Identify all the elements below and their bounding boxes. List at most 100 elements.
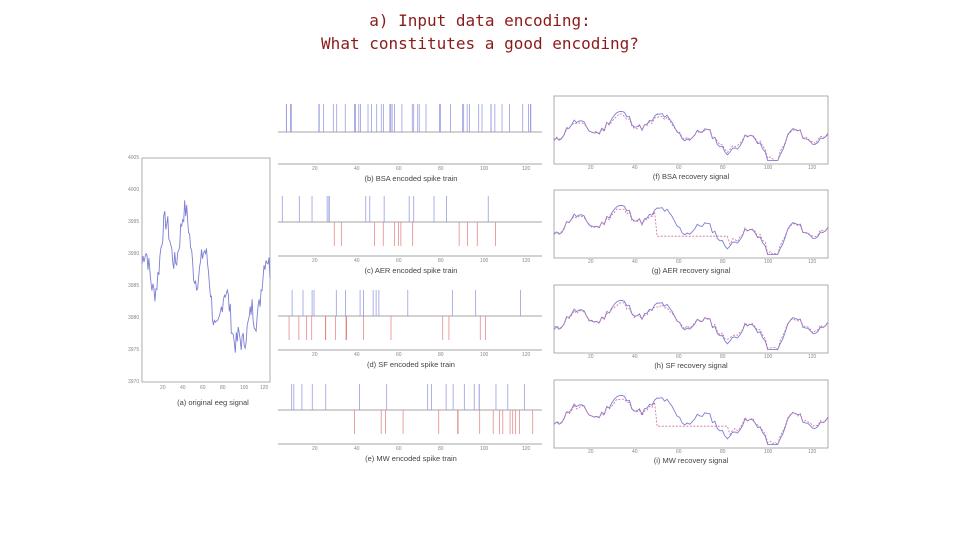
eeg-caption: (a) original eeg signal — [177, 398, 249, 407]
eeg-x-tick: 120 — [260, 385, 269, 391]
eeg-y-tick: 4005 — [128, 155, 140, 161]
spike-train-plot — [278, 196, 542, 257]
recovery-panel: 20 40 60 80 100 120 (i) MW recovery signal — [552, 378, 830, 468]
recovered-signal-line — [553, 208, 829, 255]
eeg-signal-line — [141, 200, 271, 353]
eeg-x-tick: 20 — [160, 385, 166, 391]
eeg-y-tick: 4000 — [128, 187, 140, 193]
spike-x-tick: 20 — [312, 352, 318, 358]
spike-x-tick: 20 — [312, 446, 318, 452]
eeg-y-tick: 3985 — [128, 283, 140, 289]
recovery-x-tick: 60 — [676, 449, 682, 455]
spike-x-tick: 120 — [522, 166, 531, 172]
recovery-x-tick: 120 — [808, 354, 817, 360]
recovery-x-tick: 20 — [588, 165, 594, 171]
recovery-caption: (f) BSA recovery signal — [652, 172, 730, 181]
spike-x-tick: 80 — [438, 258, 444, 264]
spike-train-plot — [278, 384, 542, 445]
recovery-x-tick: 80 — [720, 354, 726, 360]
slide-title-line2: What constitutes a good encoding? — [321, 34, 639, 53]
eeg-y-tick: 3990 — [128, 251, 140, 257]
recovery-x-tick: 40 — [632, 354, 638, 360]
spike-train-panel: 20 40 60 80 100 120 (d) SF encoded spike train — [276, 286, 546, 374]
recovery-x-tick: 20 — [588, 449, 594, 455]
recovery-x-tick: 60 — [676, 354, 682, 360]
spike-x-tick: 40 — [354, 166, 360, 172]
eeg-x-tick: 40 — [180, 385, 186, 391]
recovery-x-tick: 20 — [588, 259, 594, 265]
spike-train-caption: (d) SF encoded spike train — [367, 360, 455, 369]
recovery-frame — [553, 284, 829, 354]
spike-x-tick: 60 — [396, 352, 402, 358]
recovery-x-tick: 100 — [764, 259, 773, 265]
eeg-y-tick: 3970 — [128, 379, 140, 385]
spike-train-panel: 20 40 60 80 100 120 (b) BSA encoded spike trai… — [276, 100, 546, 188]
spike-x-tick: 60 — [396, 258, 402, 264]
recovery-x-tick: 60 — [676, 165, 682, 171]
recovery-plot — [553, 189, 829, 259]
recovery-x-tick: 100 — [764, 449, 773, 455]
recovery-x-tick: 120 — [808, 449, 817, 455]
recovery-x-tick: 80 — [720, 165, 726, 171]
recovery-plot — [553, 95, 829, 165]
spike-train-panel: 20 40 60 80 100 120 (e) MW encoded spike train — [276, 380, 546, 468]
spike-x-tick: 60 — [396, 166, 402, 172]
spike-train-plot — [278, 104, 542, 165]
spike-x-tick: 120 — [522, 352, 531, 358]
recovery-caption: (i) MW recovery signal — [653, 456, 729, 465]
recovery-x-tick: 80 — [720, 449, 726, 455]
spike-x-tick: 40 — [354, 446, 360, 452]
recovery-plot — [553, 284, 829, 354]
spike-x-tick: 120 — [522, 446, 531, 452]
recovery-x-tick: 20 — [588, 354, 594, 360]
spike-x-tick: 100 — [480, 166, 489, 172]
spike-train-caption: (b) BSA encoded spike train — [364, 174, 458, 183]
spike-train-panel: 20 40 60 80 100 120 (c) AER encoded spike trai… — [276, 192, 546, 280]
recovered-signal-line — [553, 113, 829, 162]
recovery-x-tick: 120 — [808, 165, 817, 171]
recovery-caption: (h) SF recovery signal — [654, 361, 728, 370]
spike-x-tick: 40 — [354, 258, 360, 264]
recovery-plot — [553, 379, 829, 449]
recovery-panel: 20 40 60 80 100 120 (g) AER recovery signal — [552, 188, 830, 278]
spike-x-tick: 80 — [438, 352, 444, 358]
spike-x-tick: 20 — [312, 258, 318, 264]
recovery-x-tick: 40 — [632, 259, 638, 265]
spike-x-tick: 120 — [522, 258, 531, 264]
eeg-y-tick: 3975 — [128, 347, 140, 353]
recovery-panel: 20 40 60 80 100 120 (f) BSA recovery signal — [552, 94, 830, 184]
eeg-y-tick: 3980 — [128, 315, 140, 321]
spike-x-tick: 40 — [354, 352, 360, 358]
spike-train-plot — [278, 290, 542, 351]
recovery-frame — [553, 379, 829, 449]
spike-x-tick: 100 — [480, 352, 489, 358]
slide-title-line1: a) Input data encoding: — [369, 11, 591, 30]
recovery-x-tick: 100 — [764, 354, 773, 360]
eeg-frame — [141, 157, 271, 383]
spike-x-tick: 80 — [438, 166, 444, 172]
recovery-x-tick: 40 — [632, 165, 638, 171]
recovery-panel: 20 40 60 80 100 120 (h) SF recovery signal — [552, 283, 830, 373]
recovered-signal-line — [553, 398, 829, 446]
recovery-x-tick: 80 — [720, 259, 726, 265]
recovery-frame — [553, 95, 829, 165]
eeg-panel: 4005 4000 3995 3990 3985 3980 3975 3970 20 40 60 8… — [128, 150, 278, 412]
recovery-caption: (g) AER recovery signal — [651, 266, 731, 275]
recovery-frame — [553, 189, 829, 259]
recovery-x-tick: 100 — [764, 165, 773, 171]
original-signal-line — [553, 395, 829, 446]
eeg-x-tick: 60 — [200, 385, 206, 391]
spike-x-tick: 60 — [396, 446, 402, 452]
eeg-y-tick: 3995 — [128, 219, 140, 225]
spike-train-caption: (c) AER encoded spike train — [364, 266, 458, 275]
eeg-x-tick: 80 — [220, 385, 226, 391]
recovery-x-tick: 120 — [808, 259, 817, 265]
original-signal-line — [553, 205, 829, 256]
spike-train-caption: (e) MW encoded spike train — [365, 454, 457, 463]
eeg-plot — [141, 157, 271, 383]
recovery-x-tick: 40 — [632, 449, 638, 455]
recovery-x-tick: 60 — [676, 259, 682, 265]
spike-x-tick: 80 — [438, 446, 444, 452]
spike-x-tick: 20 — [312, 166, 318, 172]
spike-x-tick: 100 — [480, 446, 489, 452]
